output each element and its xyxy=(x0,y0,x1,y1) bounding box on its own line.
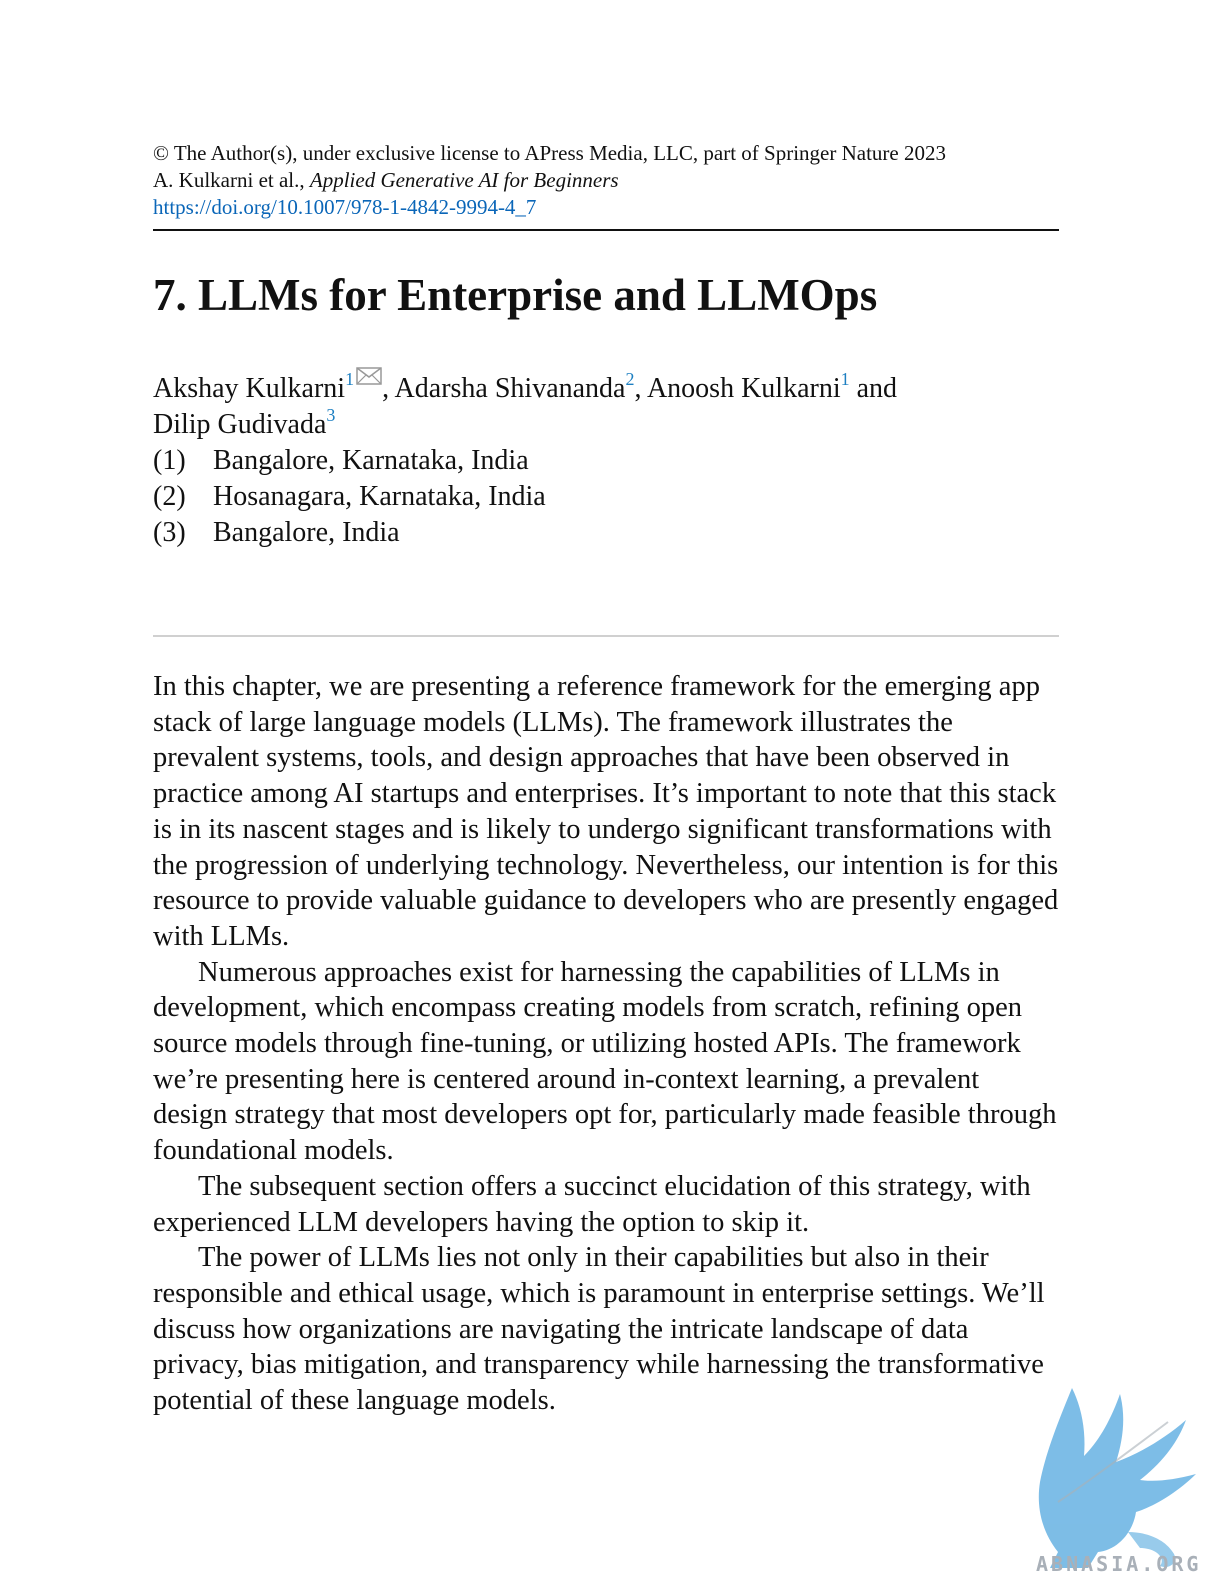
affiliation-place: Bangalore, India xyxy=(213,517,400,548)
affiliation-number: (1) xyxy=(153,445,186,476)
chapter-page: © The Author(s), under exclusive license… xyxy=(153,140,1059,1419)
affiliation-item: (3) Bangalore, India xyxy=(153,515,1059,551)
book-title: Applied Generative AI for Beginners xyxy=(309,168,619,192)
affiliation-place: Bangalore, Karnataka, India xyxy=(213,445,529,476)
citation-authors: A. Kulkarni et al., xyxy=(153,168,310,192)
author-list: Akshay Kulkarni1, Adarsha Shivananda2, A… xyxy=(153,359,1059,443)
body-paragraph: In this chapter, we are presenting a ref… xyxy=(153,671,1059,952)
affiliation-item: (2) Hosanagara, Karnataka, India xyxy=(153,479,1059,515)
header-divider xyxy=(153,229,1059,231)
affiliation-item: (1) Bangalore, Karnataka, India xyxy=(153,443,1059,479)
body-paragraph: The power of LLMs lies not only in their… xyxy=(153,1242,1045,1417)
author-and: and xyxy=(849,373,898,404)
watermark-griffin-logo xyxy=(1028,1382,1214,1578)
affiliation-ref[interactable]: 1 xyxy=(840,369,850,389)
email-icon[interactable] xyxy=(356,359,382,385)
section-divider xyxy=(153,635,1059,637)
body-paragraph: The subsequent section offers a succinct… xyxy=(153,1170,1031,1238)
watermark-text: ABNASIA.ORG xyxy=(1036,1552,1202,1576)
author-name: Dilip Gudivada xyxy=(153,409,327,440)
doi-link[interactable]: https://doi.org/10.1007/978-1-4842-9994-… xyxy=(153,195,537,219)
affiliation-list: (1) Bangalore, Karnataka, India (2) Hosa… xyxy=(153,443,1059,551)
affiliation-ref[interactable]: 1 xyxy=(345,369,355,389)
chapter-metadata: © The Author(s), under exclusive license… xyxy=(153,140,1059,221)
affiliation-number: (2) xyxy=(153,481,186,512)
affiliation-place: Hosanagara, Karnataka, India xyxy=(213,481,546,512)
affiliation-number: (3) xyxy=(153,517,186,548)
body-paragraph: Numerous approaches exist for harnessing… xyxy=(153,956,1057,1167)
author-name: Anoosh Kulkarni xyxy=(646,373,841,404)
affiliation-ref[interactable]: 2 xyxy=(625,369,635,389)
author-name: Akshay Kulkarni xyxy=(153,373,346,404)
citation-line: A. Kulkarni et al., Applied Generative A… xyxy=(153,167,1059,194)
affiliation-ref[interactable]: 3 xyxy=(326,405,336,425)
author-name: Adarsha Shivananda xyxy=(394,373,626,404)
chapter-body: In this chapter, we are presenting a ref… xyxy=(153,669,1059,1419)
chapter-title: 7. LLMs for Enterprise and LLMOps xyxy=(153,270,878,320)
copyright-line: © The Author(s), under exclusive license… xyxy=(153,141,946,165)
